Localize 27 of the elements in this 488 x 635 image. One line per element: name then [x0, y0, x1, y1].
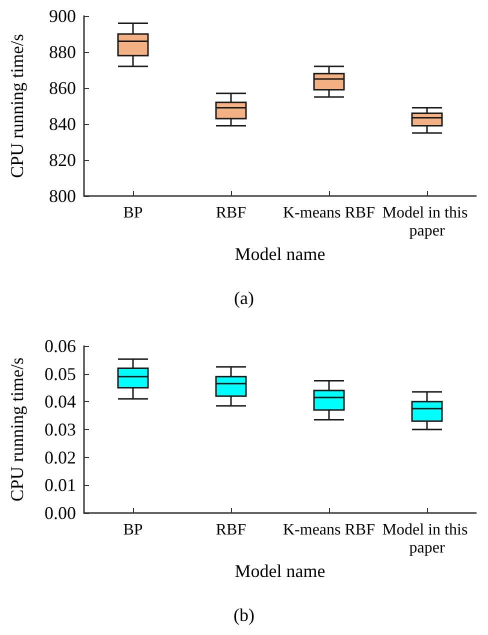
y-axis-title: CPU running time/s: [7, 34, 27, 178]
x-tick-label: RBF: [216, 522, 246, 538]
y-tick-label: 0.06: [44, 336, 76, 356]
y-tick-label: 0.01: [44, 475, 76, 496]
y-tick-label: 820: [49, 150, 76, 170]
y-tick-label: 0.00: [44, 503, 76, 523]
y-tick-label: 0.03: [44, 420, 76, 440]
x-tick-label: Model in this paper: [382, 204, 472, 240]
x-tick-label: Model in this paper: [382, 522, 472, 556]
x-tick-label: K-means RBF: [283, 204, 376, 222]
y-tick-label: 900: [49, 6, 76, 26]
x-tick-label: BP: [123, 522, 143, 538]
y-tick-label: 0.05: [44, 364, 76, 384]
y-tick-label: 0.04: [44, 392, 76, 412]
y-tick-label: 860: [49, 78, 76, 98]
y-axis-title: CPU running time/s: [7, 357, 27, 502]
y-tick-label: 800: [49, 186, 76, 206]
text: (b): [234, 605, 254, 625]
x-axis-title: Model name: [234, 244, 326, 264]
x-tick-label: BP: [123, 204, 143, 222]
x-tick-label: K-means RBF: [283, 522, 376, 538]
y-tick-label: 880: [49, 42, 76, 62]
y-tick-label: 0.02: [44, 447, 76, 468]
y-tick-label: 840: [49, 114, 76, 134]
x-axis-title: Model name: [234, 560, 326, 581]
text: (a): [234, 288, 254, 308]
x-tick-label: RBF: [216, 204, 246, 222]
